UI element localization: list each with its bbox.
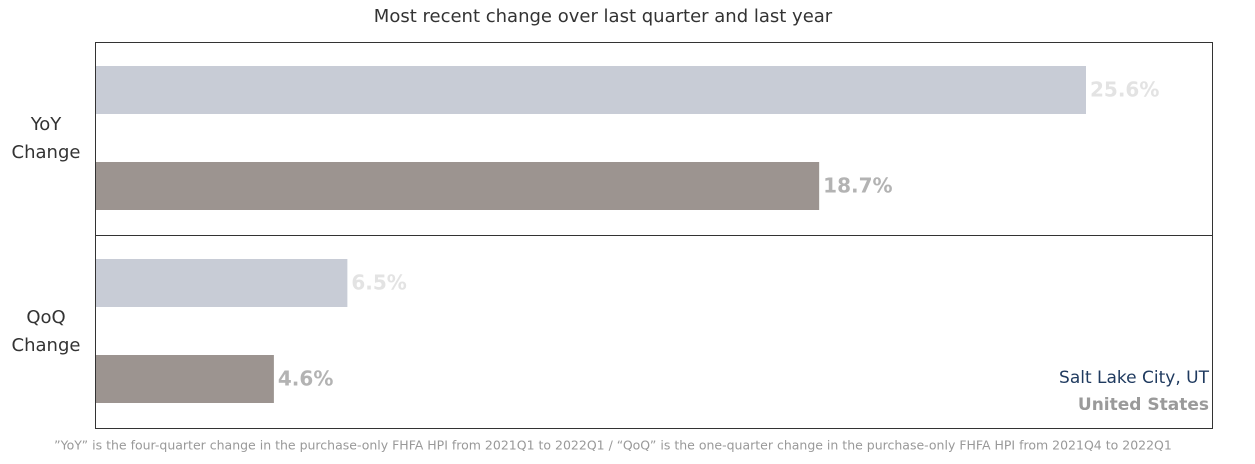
value-label: 4.6% <box>278 367 333 391</box>
bar <box>96 259 348 307</box>
bar <box>96 355 274 403</box>
legend-entry: Salt Lake City, UT <box>1059 368 1210 388</box>
legend-entry: United States <box>1078 395 1209 415</box>
category-label: YoY Change <box>11 113 81 163</box>
category-label: QoQ Change <box>11 306 81 356</box>
value-label: 6.5% <box>351 271 406 295</box>
value-label: 18.7% <box>823 174 892 198</box>
bar <box>96 66 1086 114</box>
footnote: ”YoY” is the four-quarter change in the … <box>54 438 1172 453</box>
value-label: 25.6% <box>1090 78 1159 102</box>
bar <box>96 162 820 210</box>
chart-title: Most recent change over last quarter and… <box>374 6 833 27</box>
